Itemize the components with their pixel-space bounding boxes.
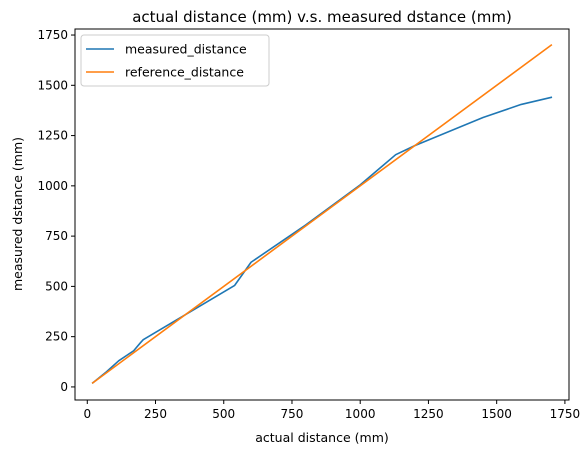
x-tick-label: 750 [281, 407, 304, 421]
y-axis-title: measured dstance (mm) [10, 137, 25, 291]
x-tick-label: 1000 [345, 407, 376, 421]
y-tick-label: 1500 [37, 78, 68, 92]
legend: measured_distance reference_distance [80, 34, 270, 87]
series-layer [91, 43, 553, 385]
x-tick-label: 500 [212, 407, 235, 421]
series-line-measured-distance [91, 96, 553, 385]
y-tick-label: 1250 [37, 129, 68, 143]
y-tick-label: 500 [45, 279, 68, 293]
x-tick-label: 250 [144, 407, 167, 421]
legend-label-reference-distance: reference_distance [125, 65, 244, 80]
x-axis: 0 250 500 750 1000 1250 1500 1750 [83, 400, 580, 421]
x-axis-title: actual distance (mm) [255, 430, 389, 445]
y-tick-label: 750 [45, 229, 68, 243]
y-tick-label: 1750 [37, 28, 68, 42]
chart-title: actual distance (mm) v.s. measured dstan… [132, 8, 512, 26]
plot-area-frame [74, 28, 570, 401]
y-tick-label: 0 [60, 380, 68, 394]
y-tick-label: 250 [45, 330, 68, 344]
legend-label-measured-distance: measured_distance [125, 42, 247, 57]
y-axis: 0 250 500 750 1000 1250 1500 1750 [37, 28, 75, 394]
x-tick-label: 1500 [481, 407, 512, 421]
legend-box [80, 34, 270, 87]
x-tick-label: 1250 [413, 407, 444, 421]
y-tick-label: 1000 [37, 179, 68, 193]
x-tick-label: 1750 [550, 407, 581, 421]
series-line-reference-distance [91, 43, 553, 385]
x-tick-label: 0 [83, 407, 91, 421]
